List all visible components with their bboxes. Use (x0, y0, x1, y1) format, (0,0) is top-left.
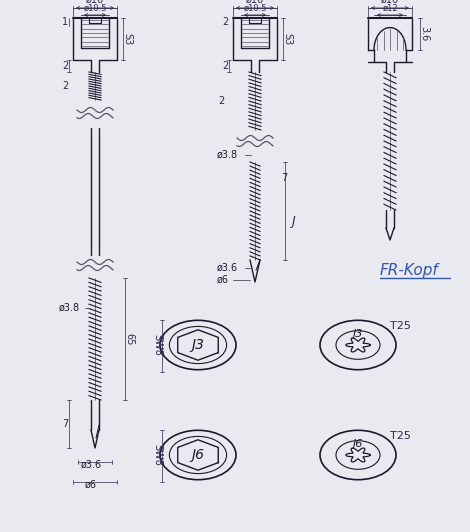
Text: SW8: SW8 (152, 444, 162, 466)
Text: ø12: ø12 (382, 4, 398, 13)
Text: ø6: ø6 (217, 275, 229, 285)
Text: 2: 2 (222, 17, 228, 27)
Text: S3: S3 (122, 33, 132, 45)
Text: ø3.8: ø3.8 (59, 303, 80, 313)
Text: 2: 2 (62, 81, 68, 91)
Text: T25: T25 (390, 431, 410, 441)
Text: S3: S3 (282, 33, 292, 45)
Text: 7: 7 (62, 419, 68, 429)
Text: T25: T25 (390, 321, 410, 331)
Text: FR-Kopf: FR-Kopf (380, 262, 439, 278)
Text: J3: J3 (191, 338, 204, 352)
Text: ø3.8: ø3.8 (217, 150, 238, 160)
Text: ø16: ø16 (86, 0, 104, 5)
Text: ø6: ø6 (85, 480, 97, 490)
Text: J6: J6 (191, 448, 204, 462)
Text: J6: J6 (353, 439, 363, 449)
Text: 3.6: 3.6 (419, 27, 429, 41)
Text: 65: 65 (124, 333, 134, 345)
Text: ø16: ø16 (246, 0, 264, 5)
Text: SW8: SW8 (152, 334, 162, 356)
Text: J: J (291, 214, 295, 228)
Text: 2: 2 (62, 61, 68, 71)
Text: 1: 1 (62, 17, 68, 27)
Text: ø3.6: ø3.6 (217, 263, 238, 273)
Text: 2: 2 (218, 96, 224, 106)
Text: ø16: ø16 (381, 0, 399, 5)
Text: ø10.5: ø10.5 (83, 4, 107, 13)
Text: ø3.6: ø3.6 (80, 460, 102, 470)
Text: ø10.5: ø10.5 (243, 4, 267, 13)
Text: 7: 7 (281, 173, 287, 183)
Text: J3: J3 (353, 329, 363, 339)
Text: 2: 2 (222, 61, 228, 71)
